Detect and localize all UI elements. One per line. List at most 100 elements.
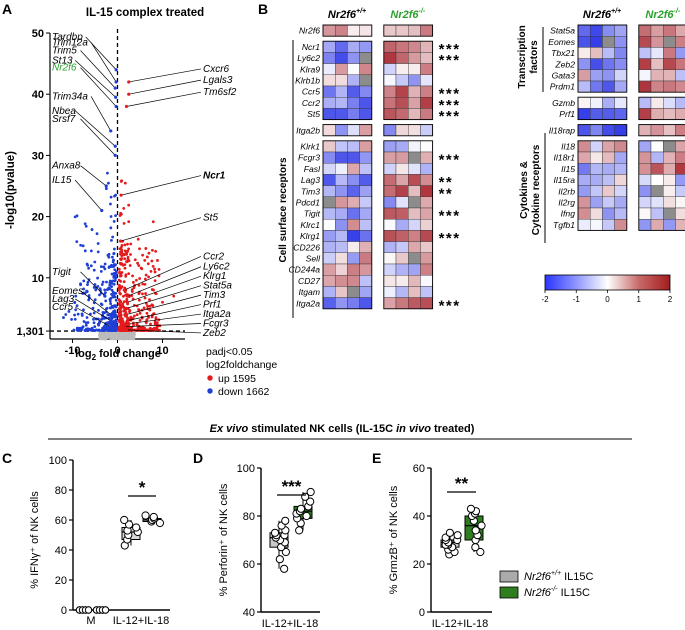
right-cell: [602, 185, 615, 198]
volcano-leader: [75, 306, 111, 328]
volcano-point-up: [144, 292, 148, 295]
panel-c-point-m: [101, 606, 110, 614]
volcano-point-down: [105, 321, 109, 325]
left-gene-ccr5: Ccr5: [302, 87, 320, 97]
volcano-point-down: [96, 242, 100, 245]
right-gene-tbx21: Tbx21: [551, 48, 575, 58]
left-significance: **: [439, 185, 454, 202]
volcano-point-up: [131, 274, 134, 278]
left-cell: [335, 162, 348, 175]
left-cell: [359, 41, 373, 53]
left-cell: [420, 108, 433, 120]
volcano-point-ns: [127, 331, 131, 335]
side-label-tf-2: factors: [529, 40, 540, 74]
right-cell: [614, 162, 627, 175]
panel-d-xcat: IL-12+IL-18: [262, 618, 319, 630]
right-cell: [602, 108, 615, 120]
volcano-point-down: [102, 265, 106, 269]
volcano-leader: [128, 79, 202, 95]
volcano-label-trim34a: Trim34a: [52, 91, 88, 102]
volcano-point-ns: [125, 335, 129, 339]
heatmap-header-ko-right: Nr2f6-/-: [645, 8, 680, 21]
right-cell: [675, 162, 685, 175]
volcano-point-down: [92, 286, 96, 289]
right-gene-il18: Il18: [561, 142, 575, 152]
side-label-tf-1: Transcription: [517, 25, 528, 88]
right-cell: [675, 80, 685, 93]
panel-d-ko-point: [302, 511, 311, 521]
volcano-point-up: [133, 258, 137, 262]
volcano-point-up: [119, 312, 122, 316]
panel-e-ko-point: [477, 521, 486, 530]
volcano-labeled-point: [114, 68, 118, 72]
left-cell: [359, 218, 373, 231]
volcano-point-down: [111, 235, 115, 239]
volcano-point-up: [130, 316, 134, 320]
volcano-point-up: [153, 322, 157, 325]
left-cell: [420, 241, 433, 254]
volcano-labeled-point: [122, 325, 126, 329]
volcano-label-itga2a: Itga2a: [203, 309, 231, 320]
left-cell: [347, 140, 360, 153]
volcano-point-up: [137, 308, 140, 311]
left-cell: [322, 286, 336, 298]
left-cell: [335, 63, 348, 75]
left-significance: ***: [439, 108, 461, 125]
left-cell: [395, 218, 409, 231]
volcano-point-down: [114, 313, 118, 317]
left-cell: [359, 196, 373, 209]
left-gene-nr2f6: Nr2f6: [299, 26, 320, 36]
panel-c-ytick-label: 100: [49, 455, 67, 467]
right-cell: [675, 140, 685, 153]
left-cell: [408, 52, 421, 64]
left-cell: [383, 124, 397, 136]
volcano-point-up: [123, 266, 127, 270]
right-cell: [614, 96, 627, 109]
right-cell: [663, 47, 676, 59]
left-cell: [359, 108, 373, 120]
volcano-point-down: [78, 326, 82, 330]
volcano-point-down: [74, 308, 78, 312]
volcano-point-down: [98, 293, 101, 297]
panel-d-wt-point: [281, 547, 290, 557]
left-gene-klrc1: Klrc1: [300, 220, 320, 230]
volcano-labeled-point: [124, 312, 129, 317]
right-cell: [590, 58, 603, 70]
panel-e-ko-point: [466, 504, 476, 513]
volcano-label-ncr1: Ncr1: [203, 171, 226, 182]
volcano-point-up: [141, 282, 145, 286]
volcano-point-up: [120, 271, 124, 274]
volcano-point-down: [105, 328, 109, 332]
volcano-point-up: [141, 292, 144, 296]
right-cell: [650, 108, 664, 120]
volcano-point-ns: [123, 332, 127, 335]
volcano-point-up: [151, 248, 154, 252]
right-cell: [577, 174, 591, 186]
right-cell: [638, 96, 652, 109]
panel-c-xcat-il: IL-12+IL-18: [113, 615, 170, 627]
left-cell: [383, 108, 397, 120]
volcano-point-down: [92, 317, 95, 321]
panel-d-ytick-label: 100: [237, 463, 255, 475]
volcano-point-up: [155, 321, 159, 325]
volcano-point-down: [109, 296, 113, 300]
right-cell: [602, 207, 615, 220]
right-cell: [663, 218, 676, 231]
legend-swatch-0: [499, 570, 519, 583]
volcano-leader: [126, 285, 202, 309]
colorbar: [544, 274, 671, 291]
volcano-point-down: [96, 250, 100, 254]
right-cell: [663, 24, 676, 37]
volcano-point-down: [106, 171, 109, 175]
volcano-point-down: [108, 299, 112, 303]
right-cell: [675, 207, 685, 220]
right-cell: [590, 80, 603, 93]
right-cell: [602, 58, 615, 70]
volcano-point-down: [105, 288, 109, 292]
volcano-point-up: [133, 314, 136, 318]
volcano-point-up: [123, 249, 127, 253]
volcano-point-up: [121, 302, 125, 306]
right-cell: [663, 58, 676, 70]
volcano-point-down: [100, 317, 104, 320]
left-cell: [408, 140, 421, 153]
